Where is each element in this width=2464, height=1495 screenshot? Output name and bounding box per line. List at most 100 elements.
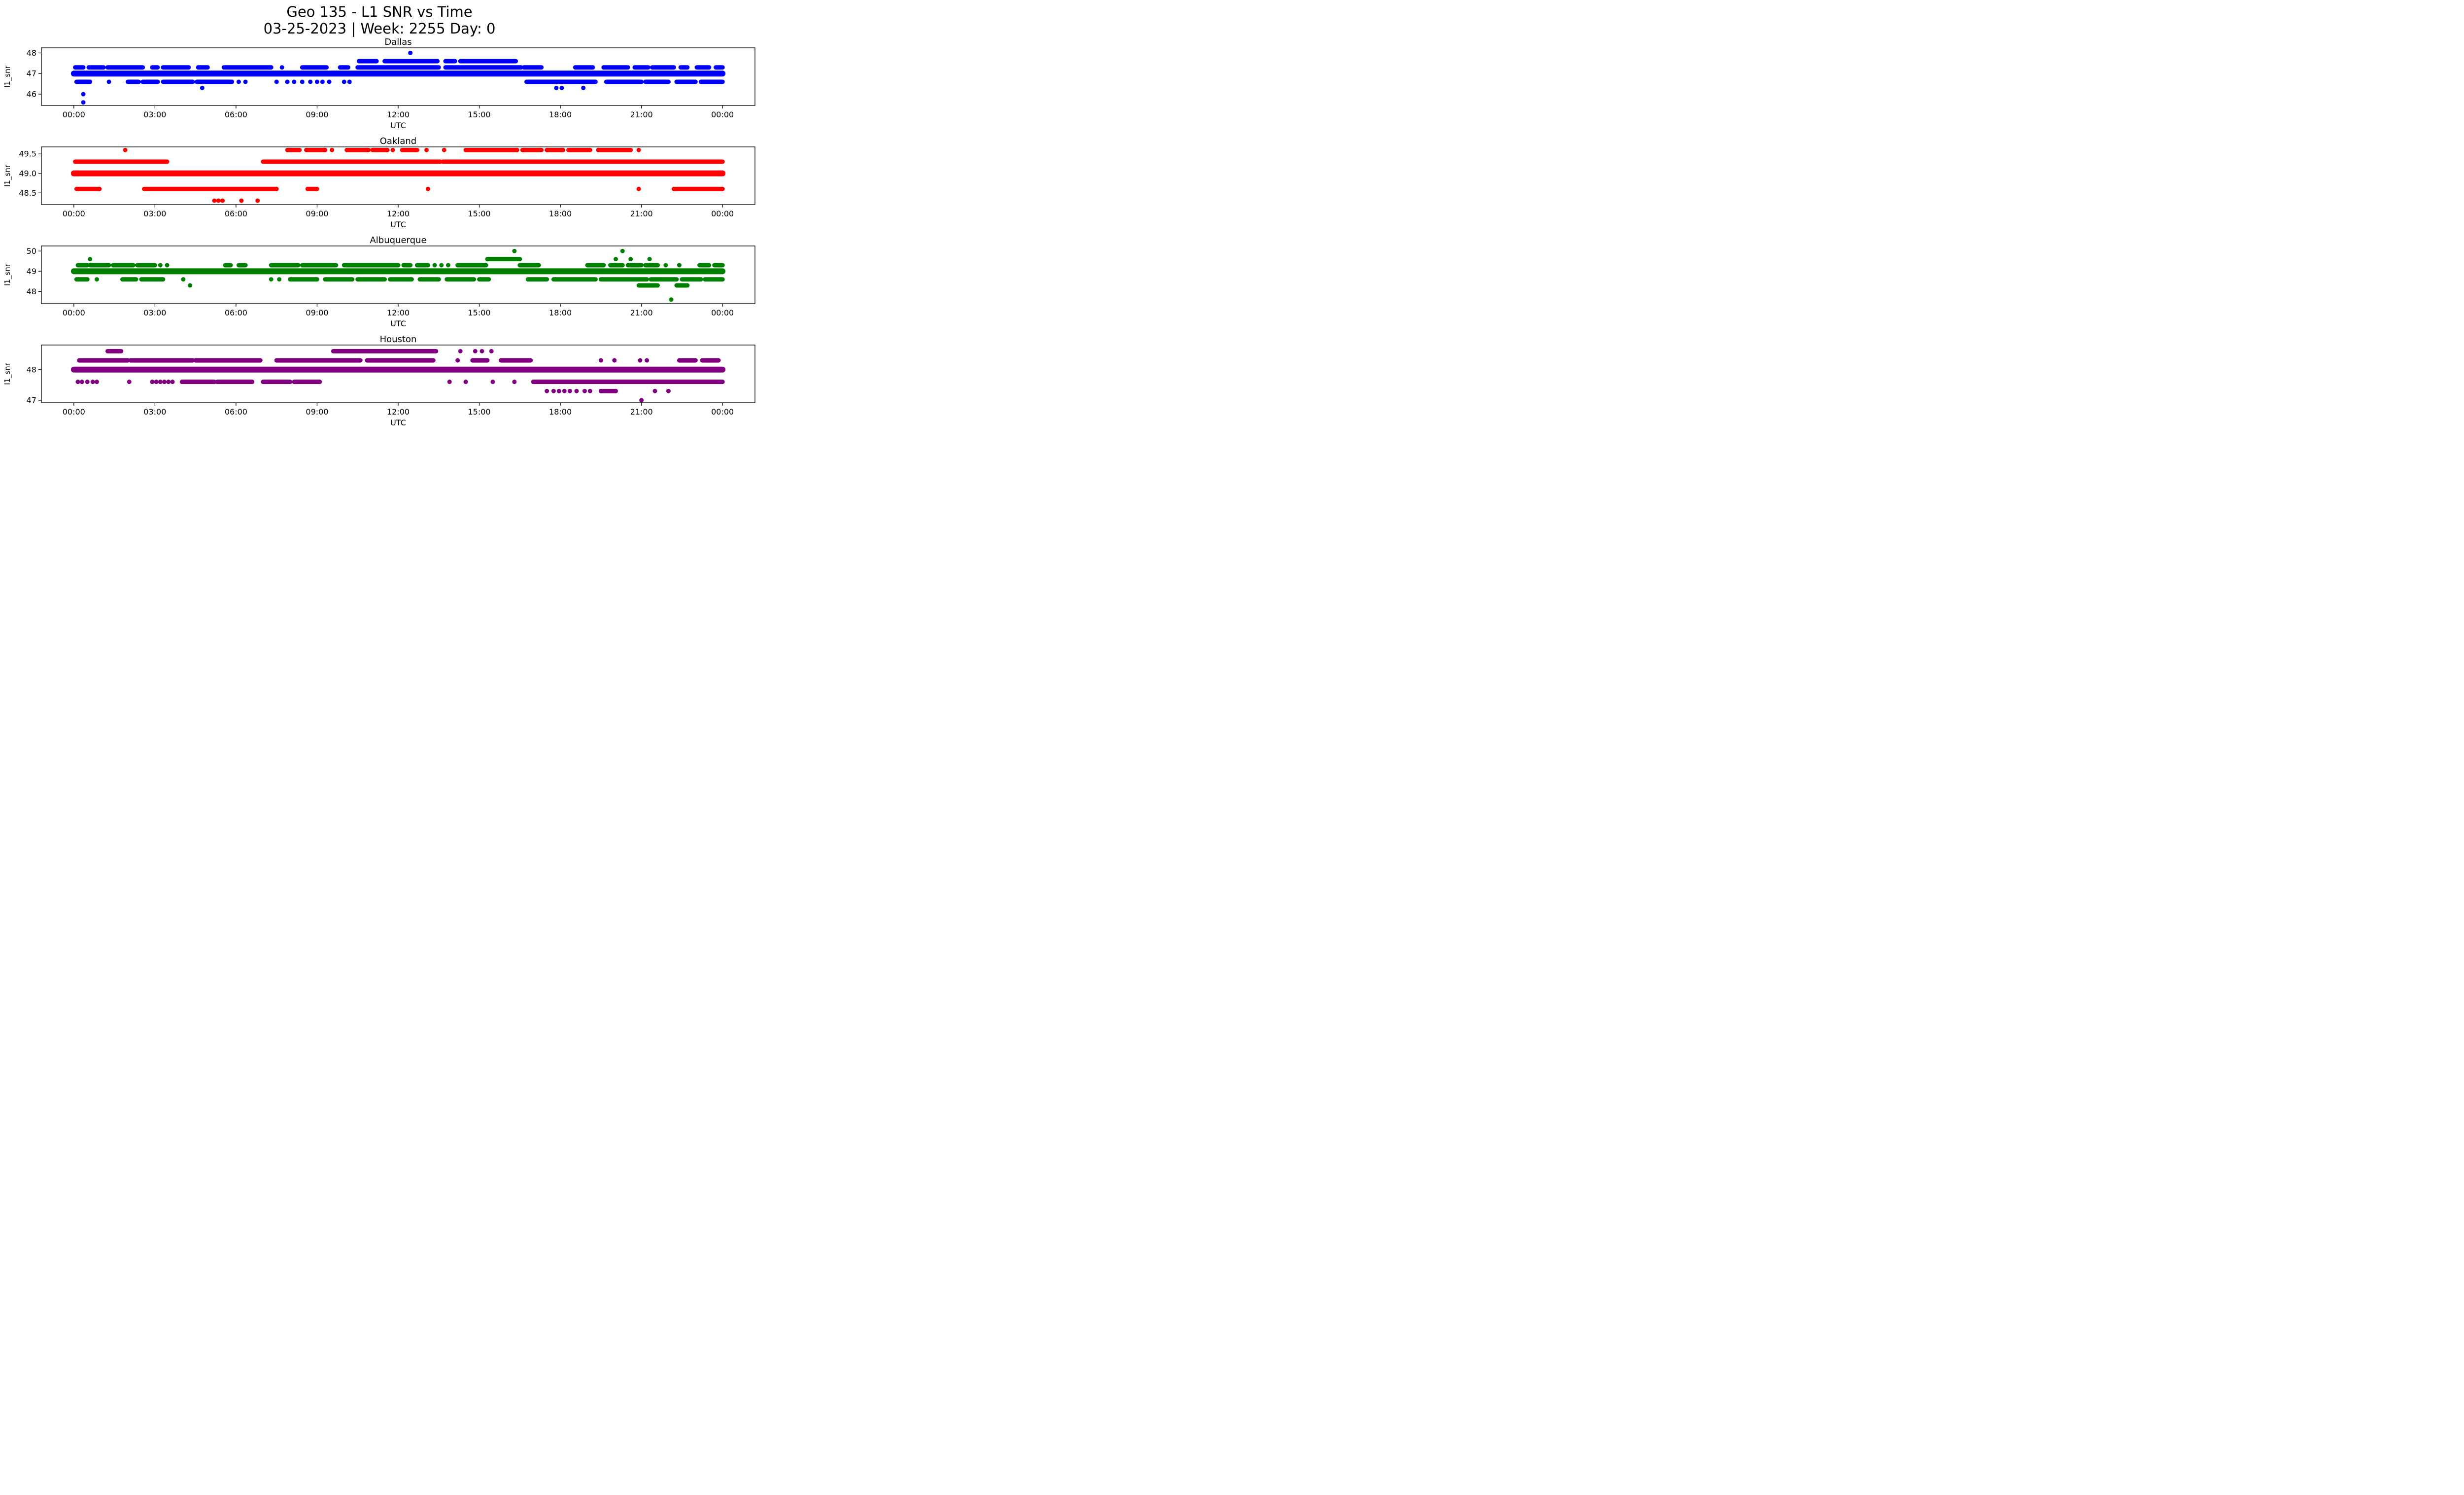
scatter-point (582, 389, 587, 394)
scatter-point (390, 148, 395, 153)
scatter-point (94, 277, 99, 282)
x-tick-label: 18:00 (549, 407, 572, 417)
x-tick-label: 06:00 (225, 407, 247, 417)
scatter-point (408, 51, 413, 56)
scatter-point (320, 79, 325, 84)
scatter-point (188, 283, 193, 288)
x-tick-label: 00:00 (711, 308, 734, 317)
scatter-point (269, 277, 274, 282)
figure-subtitle: 03-25-2023 | Week: 2255 Day: 0 (263, 20, 496, 37)
scatter-point (620, 249, 625, 254)
scatter-point (574, 389, 579, 394)
scatter-point (545, 389, 549, 394)
scatter-point (587, 389, 592, 394)
scatter-point (636, 148, 641, 153)
scatter-point (479, 349, 484, 354)
x-axis-label: UTC (390, 220, 406, 229)
scatter-point (314, 79, 319, 84)
x-tick-label: 12:00 (387, 308, 410, 317)
scatter-point (628, 257, 633, 262)
scatter-point (652, 389, 657, 394)
axes-frame (41, 47, 755, 106)
scatter-point (158, 263, 163, 268)
scatter-point (666, 389, 671, 394)
y-tick-label: 48 (27, 365, 36, 375)
y-tick-label: 49.5 (19, 149, 36, 159)
x-tick-label: 00:00 (63, 407, 85, 417)
scatter-point (243, 79, 248, 84)
scatter-point (342, 79, 346, 84)
scatter-point (212, 198, 217, 203)
x-tick-label: 21:00 (630, 308, 653, 317)
subplot-houston: Houston 00:00 03:00 06:00 09:00 12:00 15:00 18:… (3, 334, 755, 427)
scatter-point (200, 86, 205, 91)
x-tick-label: 00:00 (711, 407, 734, 417)
scatter-point (490, 380, 495, 384)
figure-title: Geo 135 - L1 SNR vs Time (286, 3, 473, 20)
scatter-point (94, 380, 99, 384)
scatter-point (162, 380, 167, 384)
x-tick-label: 00:00 (711, 209, 734, 218)
x-tick-label: 18:00 (549, 110, 572, 119)
y-axis-label: l1_snr (3, 264, 12, 286)
scatter-point (181, 277, 186, 282)
x-tick-label: 03:00 (143, 209, 166, 218)
scatter-point (442, 148, 446, 153)
scatter-point (445, 263, 450, 268)
scatter-point (150, 380, 155, 384)
scatter-point (581, 86, 586, 91)
x-tick-label: 18:00 (549, 209, 572, 218)
scatter-point (567, 389, 572, 394)
x-tick-label: 03:00 (143, 110, 166, 119)
scatter-point (236, 79, 241, 84)
scatter-point (79, 380, 84, 384)
y-axis-label: l1_snr (3, 66, 12, 88)
x-tick-label: 00:00 (63, 308, 85, 317)
x-tick-label: 00:00 (63, 209, 85, 218)
scatter-point (562, 389, 567, 394)
scatter-point (274, 79, 279, 84)
scatter-point (170, 380, 175, 384)
scatter-point (639, 398, 644, 403)
scatter-point (127, 380, 132, 384)
y-tick-label: 48.5 (19, 188, 36, 198)
scatter-series (70, 51, 726, 105)
y-tick-label: 48 (27, 287, 36, 296)
scatter-point (512, 249, 517, 254)
scatter-point (432, 263, 437, 268)
scatter-point (556, 389, 561, 394)
scatter-point (645, 358, 650, 363)
x-tick-label: 06:00 (225, 209, 247, 218)
scatter-point (158, 380, 163, 384)
scatter-point (347, 79, 352, 84)
y-tick-label: 49 (27, 267, 36, 276)
scatter-point (424, 148, 429, 153)
x-axis-label: UTC (390, 418, 406, 427)
y-axis-label: l1_snr (3, 363, 12, 385)
scatter-point (85, 380, 90, 384)
x-tick-label: 15:00 (468, 110, 490, 119)
y-axis-label: l1_snr (3, 165, 12, 187)
x-tick-label: 09:00 (306, 407, 328, 417)
scatter-point (154, 380, 159, 384)
subplot-title: Dallas (384, 37, 411, 47)
x-tick-label: 06:00 (225, 110, 247, 119)
scatter-point (489, 349, 494, 354)
scatter-point (279, 65, 284, 70)
x-tick-label: 18:00 (549, 308, 572, 317)
x-tick-label: 21:00 (630, 209, 653, 218)
scatter-point (300, 79, 305, 84)
scatter-point (216, 198, 221, 203)
scatter-point (308, 79, 313, 84)
scatter-point (123, 148, 128, 153)
scatter-point (614, 257, 618, 262)
scatter-point (239, 198, 244, 203)
scatter-series (70, 349, 726, 403)
scatter-point (551, 389, 556, 394)
x-tick-label: 00:00 (63, 110, 85, 119)
scatter-series (70, 249, 726, 302)
y-tick-label: 49.0 (19, 169, 36, 178)
scatter-point (458, 349, 463, 354)
x-tick-label: 09:00 (306, 308, 328, 317)
subplot-dallas: Dallas 00:00 03:00 06:00 09:00 12:00 15:00 18:0… (3, 37, 755, 130)
